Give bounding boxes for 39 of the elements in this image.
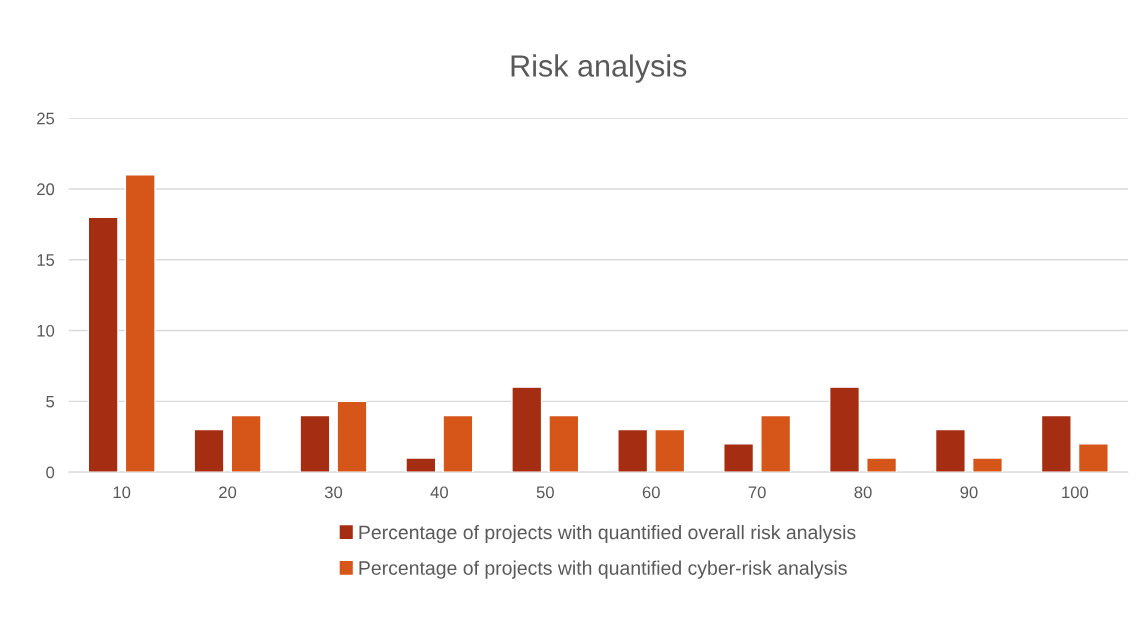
x-tick-label: 20 xyxy=(219,486,237,499)
bar xyxy=(548,414,580,473)
bar xyxy=(87,216,119,473)
y-tick-label: 0 xyxy=(46,466,55,479)
y-tick-label: 25 xyxy=(37,112,55,125)
x-tick-label: 50 xyxy=(536,486,554,499)
bar xyxy=(617,428,649,473)
bar xyxy=(828,386,861,473)
x-tick-label: 10 xyxy=(113,486,131,499)
y-tick-label: 20 xyxy=(37,183,55,196)
x-tick-label: 30 xyxy=(324,486,343,499)
x-tick-label: 70 xyxy=(748,486,766,499)
x-tick-label: 90 xyxy=(960,486,978,499)
bar xyxy=(405,457,437,473)
bar xyxy=(934,428,966,473)
bar xyxy=(230,414,262,473)
bar xyxy=(971,457,1004,473)
y-tick-label: 15 xyxy=(37,254,55,266)
bar xyxy=(760,414,792,473)
x-tick-label: 80 xyxy=(854,486,872,499)
x-tick-label: 60 xyxy=(642,486,660,499)
legend-label: Percentage of projects with quantified cyber-risk analysis xyxy=(359,560,847,579)
bar xyxy=(336,400,368,473)
bar xyxy=(299,414,331,473)
bar xyxy=(442,414,474,473)
x-tick-label: 100 xyxy=(1062,486,1089,499)
x-tick-label: 40 xyxy=(430,486,449,499)
bar xyxy=(511,386,543,473)
bar xyxy=(723,443,755,473)
bar xyxy=(193,428,225,473)
legend-label: Percentage of projects with quantified overall risk analysis xyxy=(359,525,856,544)
chart-title: Risk analysis xyxy=(511,54,687,83)
bar xyxy=(1077,443,1109,473)
bar xyxy=(1040,414,1072,473)
bar xyxy=(866,457,898,473)
bar xyxy=(124,174,156,473)
y-tick-label: 5 xyxy=(46,395,55,408)
y-tick-label: 10 xyxy=(37,324,55,337)
bar xyxy=(654,428,686,473)
